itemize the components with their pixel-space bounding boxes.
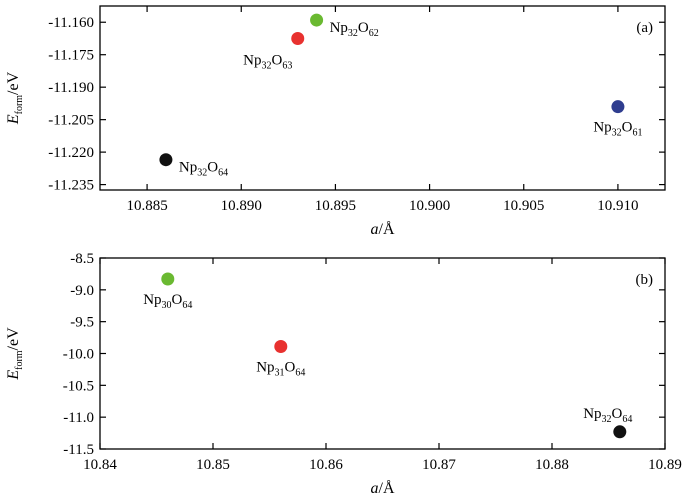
y-tick-label: -11.0 [63,410,94,426]
y-tick-label: -11.160 [48,15,94,31]
x-tick-label: 10.885 [126,198,167,214]
y-tick-label: -11.175 [48,48,94,64]
x-tick-label: 10.86 [309,457,343,473]
data-point [613,425,627,439]
point-label: Np32O61 [593,120,642,139]
x-tick-label: 10.84 [83,457,117,473]
y-tick-label: -11.235 [48,178,94,194]
plot-frame [99,257,666,450]
data-point [291,31,305,45]
y-tick-label: -8.5 [70,251,94,267]
point-label: Np32O64 [179,160,228,179]
point-label: Np30O64 [143,292,192,311]
data-point [611,100,625,114]
plot-frame [99,5,666,191]
x-tick-label: 10.85 [196,457,230,473]
y-axis-title: Eform/eV [5,71,25,125]
chart-panel-b: 10.84 10.85 10.86 10.87 10.88 10.89 -11.5 -11.0… [5,251,682,497]
y-tick-label: -10.0 [63,347,94,363]
point-label: Np31O64 [256,359,305,378]
data-point [161,272,175,286]
x-tick-label: 10.910 [597,198,638,214]
data-point [310,13,324,27]
x-tick-label: 10.905 [503,198,544,214]
x-axis-title: a/Å [371,220,395,238]
panel-label: (a) [636,20,653,36]
chart-panel-a: 10.885 10.890 10.895 10.900 10.905 10.910 -11.… [5,5,666,238]
y-tick-label: -9.0 [70,283,94,299]
data-point [159,153,173,167]
x-tick-label: 10.87 [422,457,456,473]
x-axis-title: a/Å [371,479,395,497]
point-label: Np32O63 [243,52,292,71]
y-tick-label: -11.205 [48,113,94,129]
x-tick-label: 10.89 [648,457,682,473]
x-tick-label: 10.88 [535,457,569,473]
x-tick-label: 10.895 [315,198,356,214]
point-label: Np32O62 [330,20,379,39]
y-tick-label: -10.5 [63,378,94,394]
y-tick-label: -11.190 [48,80,94,96]
y-axis-title: Eform/eV [5,327,25,381]
panel-label: (b) [636,272,654,288]
y-tick-label: -11.220 [48,145,94,161]
y-tick-label: -11.5 [63,442,94,458]
x-tick-label: 10.900 [409,198,450,214]
data-point [274,339,288,353]
x-tick-label: 10.890 [221,198,262,214]
y-tick-label: -9.5 [70,315,94,331]
point-label: Np32O64 [583,406,632,425]
